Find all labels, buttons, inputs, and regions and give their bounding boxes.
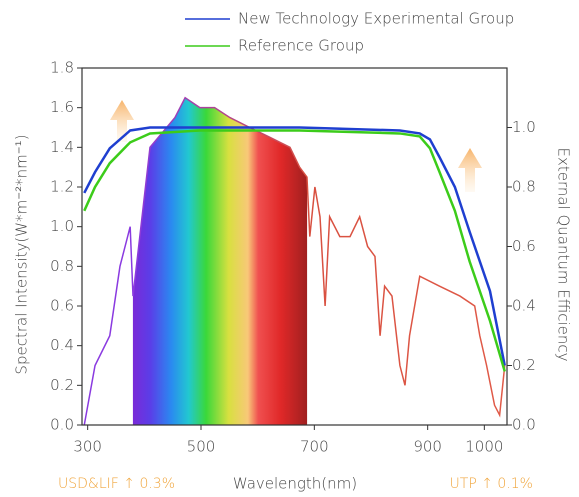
y-tick-label: 1.8 (50, 59, 74, 77)
y-tick-label: 0.4 (50, 336, 74, 354)
up-arrow (110, 100, 134, 142)
x-tick-label: 900 (413, 438, 442, 456)
y-tick-label: 1.0 (50, 217, 74, 235)
y-tick-label: 1.4 (50, 138, 74, 156)
y-tick-label: 1.2 (50, 178, 74, 196)
x-tick-label: 300 (73, 438, 102, 456)
y-tick-label: 0.6 (50, 297, 74, 315)
spectrum-line (83, 96, 506, 426)
spectrum-area (84, 97, 505, 425)
y-axis-label: Spectral Intensity(W*m⁻²*nm⁻¹) (13, 134, 31, 374)
x-tick-label: 1000 (465, 438, 503, 456)
y-tick-label: 0.2 (50, 376, 74, 394)
legend-label: Reference Group (238, 37, 364, 55)
y-tick-label: 1.6 (50, 98, 74, 116)
y2-tick-label: 0.0 (512, 416, 536, 434)
y-tick-label: 0.0 (50, 416, 74, 434)
eqe-line (83, 126, 506, 366)
y2-tick-label: 1.0 (512, 118, 536, 136)
x-tick-label: 700 (300, 438, 329, 456)
annotation: UTP ↑ 0.1% (450, 476, 533, 492)
annotation: USD&LIF ↑ 0.3% (58, 476, 175, 492)
y2-tick-label: 0.4 (512, 297, 536, 315)
y2-tick-label: 0.6 (512, 237, 536, 255)
x-tick-label: 500 (187, 438, 216, 456)
y2-axis-label: External Quantum Efficiency (555, 147, 573, 361)
up-arrow (458, 148, 482, 192)
y2-tick-label: 0.2 (512, 356, 536, 374)
x-axis-label: Wavelength(nm) (233, 475, 357, 493)
y2-tick-label: 0.8 (512, 178, 536, 196)
y-tick-label: 0.8 (50, 257, 74, 275)
legend-label: New Technology Experimental Group (238, 10, 514, 28)
eqe-line (83, 129, 506, 372)
